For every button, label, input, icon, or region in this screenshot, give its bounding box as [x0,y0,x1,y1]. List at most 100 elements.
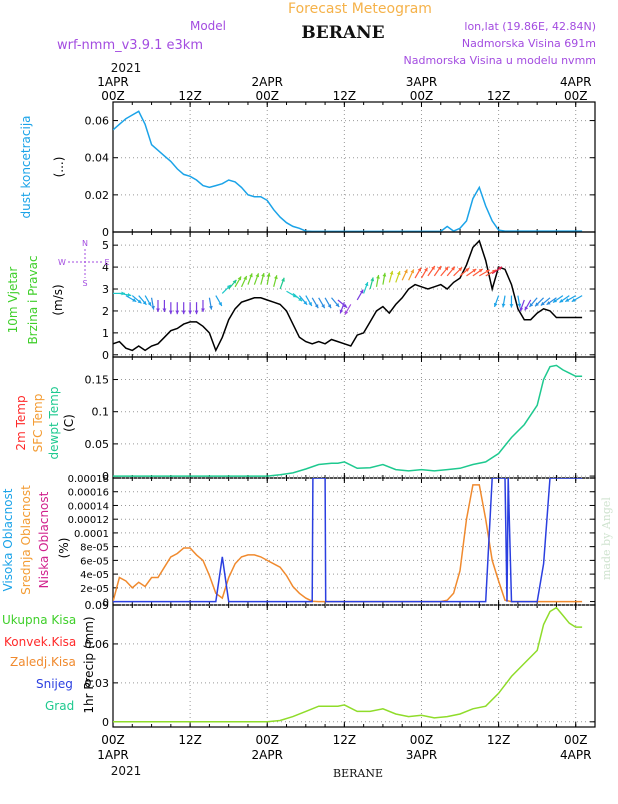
wind-arrow-head [274,275,278,280]
series-line [113,110,583,232]
wind-arrow-head [382,272,387,277]
panel-wind: 0 1 2 3 4 5 [102,231,596,362]
wind-unit: (m/s) [51,284,65,315]
panel-frame [112,101,596,233]
panel-precip: 0 0.03 0.06 0.09 [85,599,596,729]
wind-arrow-head [147,301,152,306]
wind-arrow-head [364,282,369,287]
wind-arrow-head [335,303,340,307]
bottom-date-label: 1APR [97,748,128,762]
lonlat-label: lon,lat (19.86E, 42.84N) [464,20,596,33]
panel-frame [112,356,596,479]
bottom-hour-label: 12Z [487,733,511,747]
y-tick-label: 0.05 [85,438,110,451]
cloud-high-ylabel: Visoka Oblacnost [1,488,15,591]
top-date-label: 2APR [252,75,283,89]
top-date-label: 1APR [97,75,128,89]
y-tick-label: 0.00016 [68,488,109,499]
compass-s: S [82,279,87,288]
model-altitude-label: Nadmorska Visina u modelu nvmm [404,54,597,67]
precip-snow-label: Snijeg [36,677,73,691]
wind-arrow-head [339,309,344,314]
y-tick-label: 0.00012 [68,515,109,526]
series-line [113,364,583,477]
wind-arrow-head [168,310,173,315]
y-tick-label: 0.04 [85,152,110,165]
top-year-label: 2021 [111,61,142,75]
wind-arrow-head [431,266,435,271]
y-tick-label: 4e-05 [80,570,109,581]
y-tick-label: 0 [102,716,109,729]
wind-arrow-head [303,300,308,305]
wind-arrow-head [308,301,312,306]
wind-arrow-head [132,298,137,302]
y-tick-label: 0 [103,598,109,609]
wind-arrow-head [458,267,463,272]
precip-total-label: Ukupna Kisa [2,613,76,627]
dust-unit: (...) [52,157,66,178]
panel-dust: 0 0.02 0.04 0.06 [85,101,596,239]
bottom-year-label: 2021 [111,764,142,778]
wind-arrow-head [255,273,260,278]
bottom-date-label: 4APR [560,748,591,762]
wind-arrow-head [370,277,375,282]
wind-ylabel2: Brzina i Pravac [26,255,40,344]
wind-arrow-head [218,301,222,306]
precip-frz-label: Zaledj.Kisa [10,655,76,669]
y-tick-label: 0.06 [85,115,110,128]
wind-arrow-head [410,269,414,274]
wind-arrow-head [509,304,514,308]
wind-ylabel: 10m Vjetar [6,267,20,334]
wind-speed-line [112,239,583,353]
y-tick-label: 0.02 [85,189,110,202]
dust-ylabel: dust koncetracija [19,115,33,218]
wind-arrow-head [444,266,449,271]
y-tick-label: 4 [102,261,109,274]
panel-cloud: 0 2e-05 4e-05 6e-05 8e-05 0.0001 0.00012 0.0001… [68,474,596,609]
y-tick-label: 6e-05 [80,556,109,567]
cloud-unit: (%) [57,538,71,559]
precip-unit: 1hr Precip (mm) [82,616,96,713]
top-hour-label: 12Z [178,89,202,103]
top-hour-label: 00Z [255,89,279,103]
wind-arrow-head [243,275,247,280]
wind-arrow-head [565,298,570,302]
temp-unit: (C) [62,414,76,432]
bottom-hour-label: 00Z [564,733,588,747]
wind-arrow-head [343,303,348,308]
y-tick-label: 0 [102,349,109,362]
wind-arrow-head [281,277,285,282]
wind-arrow-head [188,310,193,315]
top-hour-label: 00Z [410,89,434,103]
wind-arrow-head [501,303,506,308]
wind-arrow-head [424,267,428,272]
wind-arrow-head [175,310,180,315]
top-date-label: 3APR [406,75,437,89]
precip-hail-label: Grad [45,699,74,713]
wind-arrow-head [232,279,237,284]
wind-arrow-head [151,305,155,310]
wind-arrow-head [376,275,380,279]
cloud-low-ylabel: Niska Oblacnost [37,491,51,588]
wind-arrow-head [237,276,242,281]
wind-arrow-head [478,268,483,273]
panel-frame [112,477,596,606]
top-hour-label: 00Z [101,89,125,103]
y-tick-label: 0.06 [85,638,110,651]
wind-arrow-head [404,269,408,274]
wind-arrow-head [389,270,394,275]
altitude-label: Nadmorska Visina 691m [462,37,596,50]
y-tick-label: 0.1 [92,406,110,419]
y-tick-label: 0 [102,470,109,483]
wind-arrow-head [261,273,265,277]
model-name: wrf-nmm_v3.9.1 e3km [57,38,203,53]
wind-arrow-head [417,267,422,272]
top-hour-label: 12Z [487,89,511,103]
wind-arrow-head [465,268,470,272]
series-line [113,478,583,603]
wind-arrow-head [298,297,303,302]
forecast-title: Forecast Meteogram [288,1,432,17]
